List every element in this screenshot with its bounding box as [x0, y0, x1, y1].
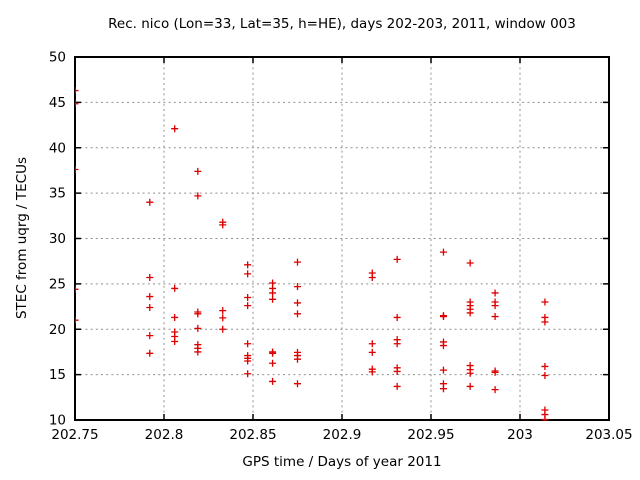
data-point-marker [541, 416, 549, 421]
data-point-marker [219, 307, 227, 315]
data-point-marker [219, 314, 227, 322]
data-point-marker [171, 313, 179, 321]
data-point-marker [294, 355, 301, 363]
data-point-marker [146, 303, 154, 311]
data-point-marker [269, 295, 277, 303]
data-point-marker [466, 259, 474, 267]
data-point-marker [439, 385, 447, 393]
data-point-marker [244, 261, 252, 269]
y-tick-label: 15 [49, 367, 66, 383]
data-point-marker [269, 377, 277, 385]
data-point-marker [393, 367, 401, 375]
data-point-marker [393, 313, 401, 321]
x-tick-label: 202.9 [323, 427, 362, 443]
y-tick-label: 20 [49, 322, 66, 338]
x-tick-label: 202.95 [407, 427, 454, 443]
data-point-marker [244, 340, 252, 348]
chart-title: Rec. nico (Lon=33, Lat=35, h=HE), days 2… [108, 16, 576, 32]
data-point-marker [393, 382, 401, 390]
data-points-layer [75, 87, 549, 421]
data-point-marker [294, 299, 301, 307]
data-point-marker [466, 369, 474, 377]
x-tick-label: 202.85 [229, 427, 276, 443]
data-point-marker [439, 248, 447, 256]
data-point-marker [171, 338, 179, 346]
data-point-marker [75, 87, 79, 95]
y-tick-label: 50 [49, 50, 66, 66]
data-point-marker [294, 380, 301, 388]
data-point-marker [194, 324, 202, 332]
data-point-marker [491, 368, 499, 376]
data-point-marker [393, 340, 401, 348]
data-point-marker [171, 284, 179, 292]
data-point-marker [146, 274, 154, 282]
data-point-marker [294, 310, 301, 318]
x-axis-title: GPS time / Days of year 2011 [242, 454, 442, 470]
data-point-marker [368, 348, 376, 356]
data-point-marker [75, 100, 79, 108]
data-point-marker [219, 325, 227, 333]
data-point-marker [194, 192, 202, 200]
data-point-marker [466, 382, 474, 390]
data-point-marker [244, 293, 252, 301]
x-tick-label: 202.75 [51, 427, 98, 443]
data-point-marker [194, 167, 202, 175]
y-tick-label: 30 [49, 231, 66, 247]
y-axis-title: STEC from uqrg / TECUs [14, 156, 30, 320]
x-tick-label: 203.05 [585, 427, 632, 443]
data-point-marker [368, 368, 376, 376]
data-point-marker [146, 332, 154, 340]
x-tick-label: 202.8 [145, 427, 184, 443]
data-point-marker [368, 340, 376, 348]
data-point-marker [294, 258, 301, 266]
data-point-marker [244, 302, 252, 310]
data-point-marker [146, 198, 154, 206]
data-point-marker [171, 125, 179, 133]
data-point-marker [491, 302, 499, 310]
data-point-marker [294, 283, 301, 291]
data-point-marker [244, 357, 252, 365]
data-point-marker [541, 298, 549, 306]
data-point-marker [146, 293, 154, 301]
data-point-marker [269, 349, 277, 357]
data-point-marker [439, 342, 447, 350]
data-point-marker [219, 221, 227, 229]
data-point-marker [439, 366, 447, 374]
y-tick-label: 35 [49, 186, 66, 202]
y-tick-label: 25 [49, 276, 66, 292]
data-point-marker [491, 386, 499, 394]
data-point-marker [541, 362, 549, 370]
y-tick-label: 45 [49, 95, 66, 111]
data-point-marker [146, 349, 154, 357]
data-point-marker [75, 316, 79, 324]
data-point-marker [244, 270, 252, 278]
data-point-marker [368, 274, 376, 282]
data-point-marker [393, 255, 401, 263]
data-point-marker [194, 310, 202, 318]
data-point-marker [269, 359, 277, 367]
data-point-marker [194, 348, 202, 356]
data-point-marker [244, 370, 252, 378]
data-point-marker [491, 289, 499, 297]
data-point-marker [466, 309, 474, 317]
y-tick-label: 10 [49, 413, 66, 429]
y-tick-label: 40 [49, 140, 66, 156]
data-point-marker [541, 372, 549, 380]
data-point-marker [269, 289, 277, 297]
data-point-marker [75, 285, 79, 293]
data-point-marker [75, 166, 79, 174]
x-tick-label: 203 [507, 427, 533, 443]
data-point-marker [541, 318, 549, 326]
data-point-marker [439, 313, 447, 321]
data-point-marker [491, 313, 499, 321]
